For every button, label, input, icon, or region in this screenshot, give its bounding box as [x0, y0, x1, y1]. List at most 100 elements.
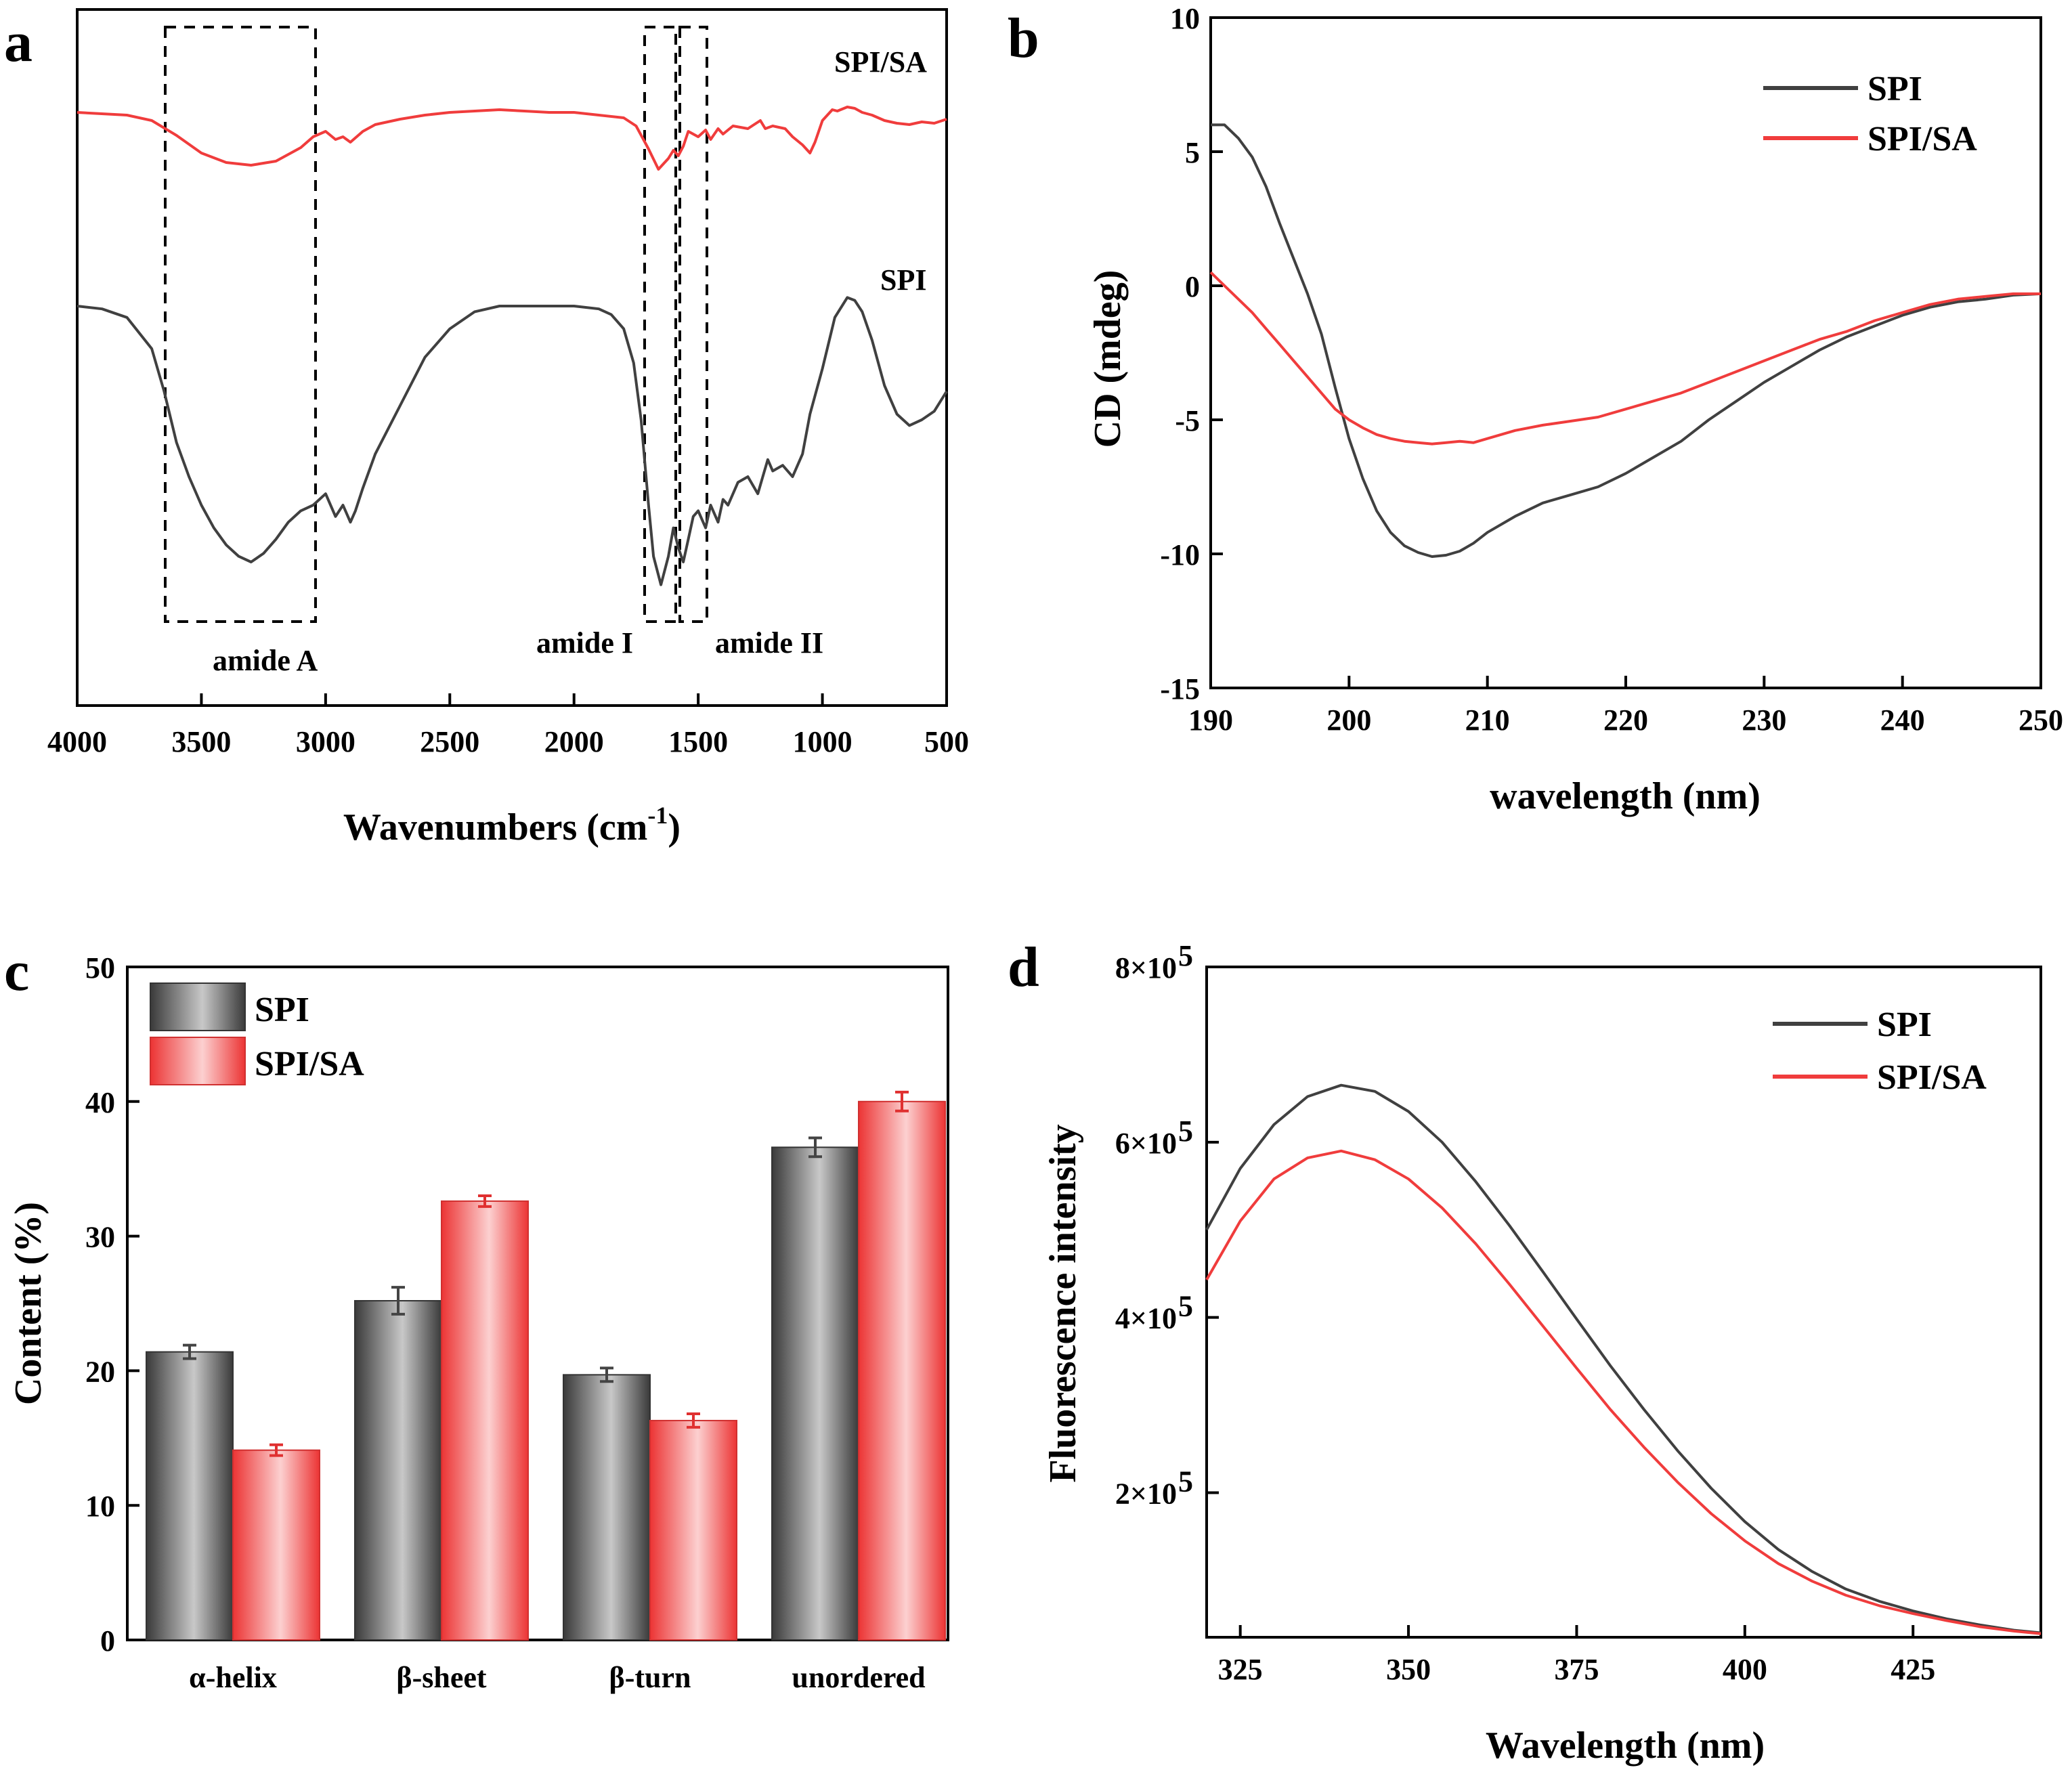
y-tick-label: -10: [1160, 538, 1200, 571]
bar-spi: [146, 1351, 234, 1641]
y-tick-label: 4×10: [1115, 1302, 1177, 1335]
bar-spi: [354, 1300, 442, 1641]
amide-ii-box: [678, 26, 708, 623]
x-tick-label: 3000: [296, 725, 355, 758]
panel-c-ylabel: Content (%): [7, 1202, 49, 1405]
panel-a-x-ticks: 4000 3500 3000 2500 2000 1500 1000 500: [47, 693, 969, 758]
series-line-spisa: [77, 106, 947, 171]
y-tick-label: 0: [1185, 270, 1200, 303]
panel-c-ticks: 0 10 20 30 40 50 α-helix β-sheet β-turn unordered: [85, 951, 926, 1694]
panel-d-fluorescence-curves: [1205, 1083, 2042, 1635]
panel-c-letter: c: [4, 940, 29, 1003]
panel-a-amide-boxes: [164, 26, 708, 623]
legend-label-spi: SPI: [1877, 1006, 1932, 1044]
y-tick-label: 6×10: [1115, 1127, 1177, 1160]
panel-c-bars: [146, 1090, 946, 1641]
legend-label-spisa: SPI/SA: [1877, 1058, 1987, 1097]
bar-spisa: [441, 1200, 529, 1641]
legend-label-spi: SPI: [255, 991, 309, 1029]
annotation-amide-a: amide A: [213, 644, 318, 677]
bar-spi: [563, 1374, 651, 1641]
x-tick-label: α-helix: [189, 1661, 277, 1694]
panel-b-xlabel: wavelength (nm): [1490, 775, 1761, 817]
x-tick-label: 3500: [171, 725, 231, 758]
x-tick-label: 375: [1554, 1653, 1599, 1686]
panel-b-legend: SPI SPI/SA: [1763, 70, 1977, 158]
panel-a-spi-label: SPI: [880, 263, 926, 297]
panel-b-ylabel: CD (mdeg): [1087, 270, 1129, 448]
series-line-spisa: [1205, 1149, 2042, 1635]
panel-b-frame: [1209, 16, 2042, 689]
panel-a-letter: a: [4, 11, 33, 74]
x-tick-label: 190: [1188, 704, 1233, 737]
panel-a-spectra: [77, 106, 948, 586]
x-tick-label: 425: [1891, 1653, 1935, 1686]
y-tick-label: 0: [100, 1624, 115, 1658]
x-tick-label: β-turn: [609, 1661, 691, 1694]
y-tick-label: 30: [85, 1221, 115, 1254]
y-tick-exponent: 5: [1178, 1290, 1193, 1323]
x-tick-label: 400: [1723, 1653, 1767, 1686]
series-line-spi: [1205, 1083, 2042, 1635]
x-tick-label: 2500: [420, 725, 479, 758]
x-tick-label: 200: [1326, 704, 1371, 737]
x-tick-label: 1500: [668, 725, 728, 758]
panel-c-frame: [126, 966, 949, 1641]
y-tick-label: -5: [1175, 404, 1200, 437]
y-tick-label: -15: [1160, 672, 1200, 706]
y-tick-exponent: 5: [1178, 1465, 1193, 1498]
x-tick-label: 350: [1386, 1653, 1431, 1686]
y-tick-label: 10: [1170, 2, 1200, 35]
annotation-amide-ii: amide II: [715, 626, 823, 660]
legend-label-spi: SPI: [1868, 70, 1922, 108]
x-tick-label: 210: [1465, 704, 1510, 737]
x-tick-label: 220: [1603, 704, 1648, 737]
y-tick-label: 5: [1185, 136, 1200, 169]
bar-spisa: [649, 1419, 737, 1641]
y-tick-exponent: 5: [1178, 1115, 1193, 1148]
bar-spi: [771, 1146, 859, 1641]
panel-b: b 190 200 210 220 230 240 250 10 5 0 -5 -10 -15 wave…: [1008, 2, 2063, 817]
panel-d-frame: [1205, 966, 2042, 1639]
y-tick-label: 20: [85, 1355, 115, 1388]
series-line-spisa: [1209, 271, 2041, 446]
y-tick-label: 2×10: [1115, 1477, 1177, 1510]
y-tick-label: 40: [85, 1086, 115, 1119]
panel-b-ticks: 190 200 210 220 230 240 250 10 5 0 -5 -10 -15: [1160, 2, 2063, 737]
legend-label-spisa: SPI/SA: [255, 1045, 364, 1083]
panel-b-cd-curves: [1209, 123, 2042, 558]
legend-swatch-spisa: [150, 1037, 246, 1085]
panel-d-letter: d: [1008, 936, 1039, 999]
panel-d-legend: SPI SPI/SA: [1773, 1006, 1987, 1097]
x-tick-label: 500: [924, 725, 969, 758]
legend-swatch-spi: [150, 982, 246, 1031]
panel-b-letter: b: [1008, 7, 1039, 70]
x-tick-label: 4000: [47, 725, 107, 758]
x-tick-label: 325: [1218, 1653, 1263, 1686]
x-tick-label: β-sheet: [396, 1661, 486, 1694]
panel-a: a 4000 3500 3000 2500 2000 1500 1000 500 Wavenu…: [4, 8, 969, 848]
x-tick-label: 1000: [793, 725, 852, 758]
panel-a-spisa-label: SPI/SA: [834, 45, 927, 79]
y-tick-exponent: 5: [1178, 939, 1193, 972]
amide-i-box: [643, 26, 677, 623]
amide-a-box: [164, 26, 317, 623]
panel-c-legend: SPI SPI/SA: [150, 982, 364, 1085]
series-line-spi: [1211, 123, 2042, 558]
series-line-spi: [77, 296, 948, 586]
x-tick-label: 240: [1880, 704, 1925, 737]
panel-a-xlabel: Wavenumbers (cm-1): [343, 802, 681, 848]
x-tick-label: 230: [1742, 704, 1786, 737]
x-tick-label: unordered: [792, 1661, 925, 1694]
y-tick-label: 50: [85, 951, 115, 985]
x-tick-label: 250: [2019, 704, 2063, 737]
panel-d-xlabel: Wavelength (nm): [1486, 1725, 1765, 1767]
bar-spisa: [232, 1449, 320, 1641]
annotation-amide-i: amide I: [536, 626, 633, 660]
panel-c: c 0 10 20 30 40 50 α-helix β-sheet β-turn unorder…: [4, 940, 949, 1694]
legend-label-spisa: SPI/SA: [1868, 120, 1977, 158]
y-tick-label: 8×10: [1115, 951, 1177, 985]
